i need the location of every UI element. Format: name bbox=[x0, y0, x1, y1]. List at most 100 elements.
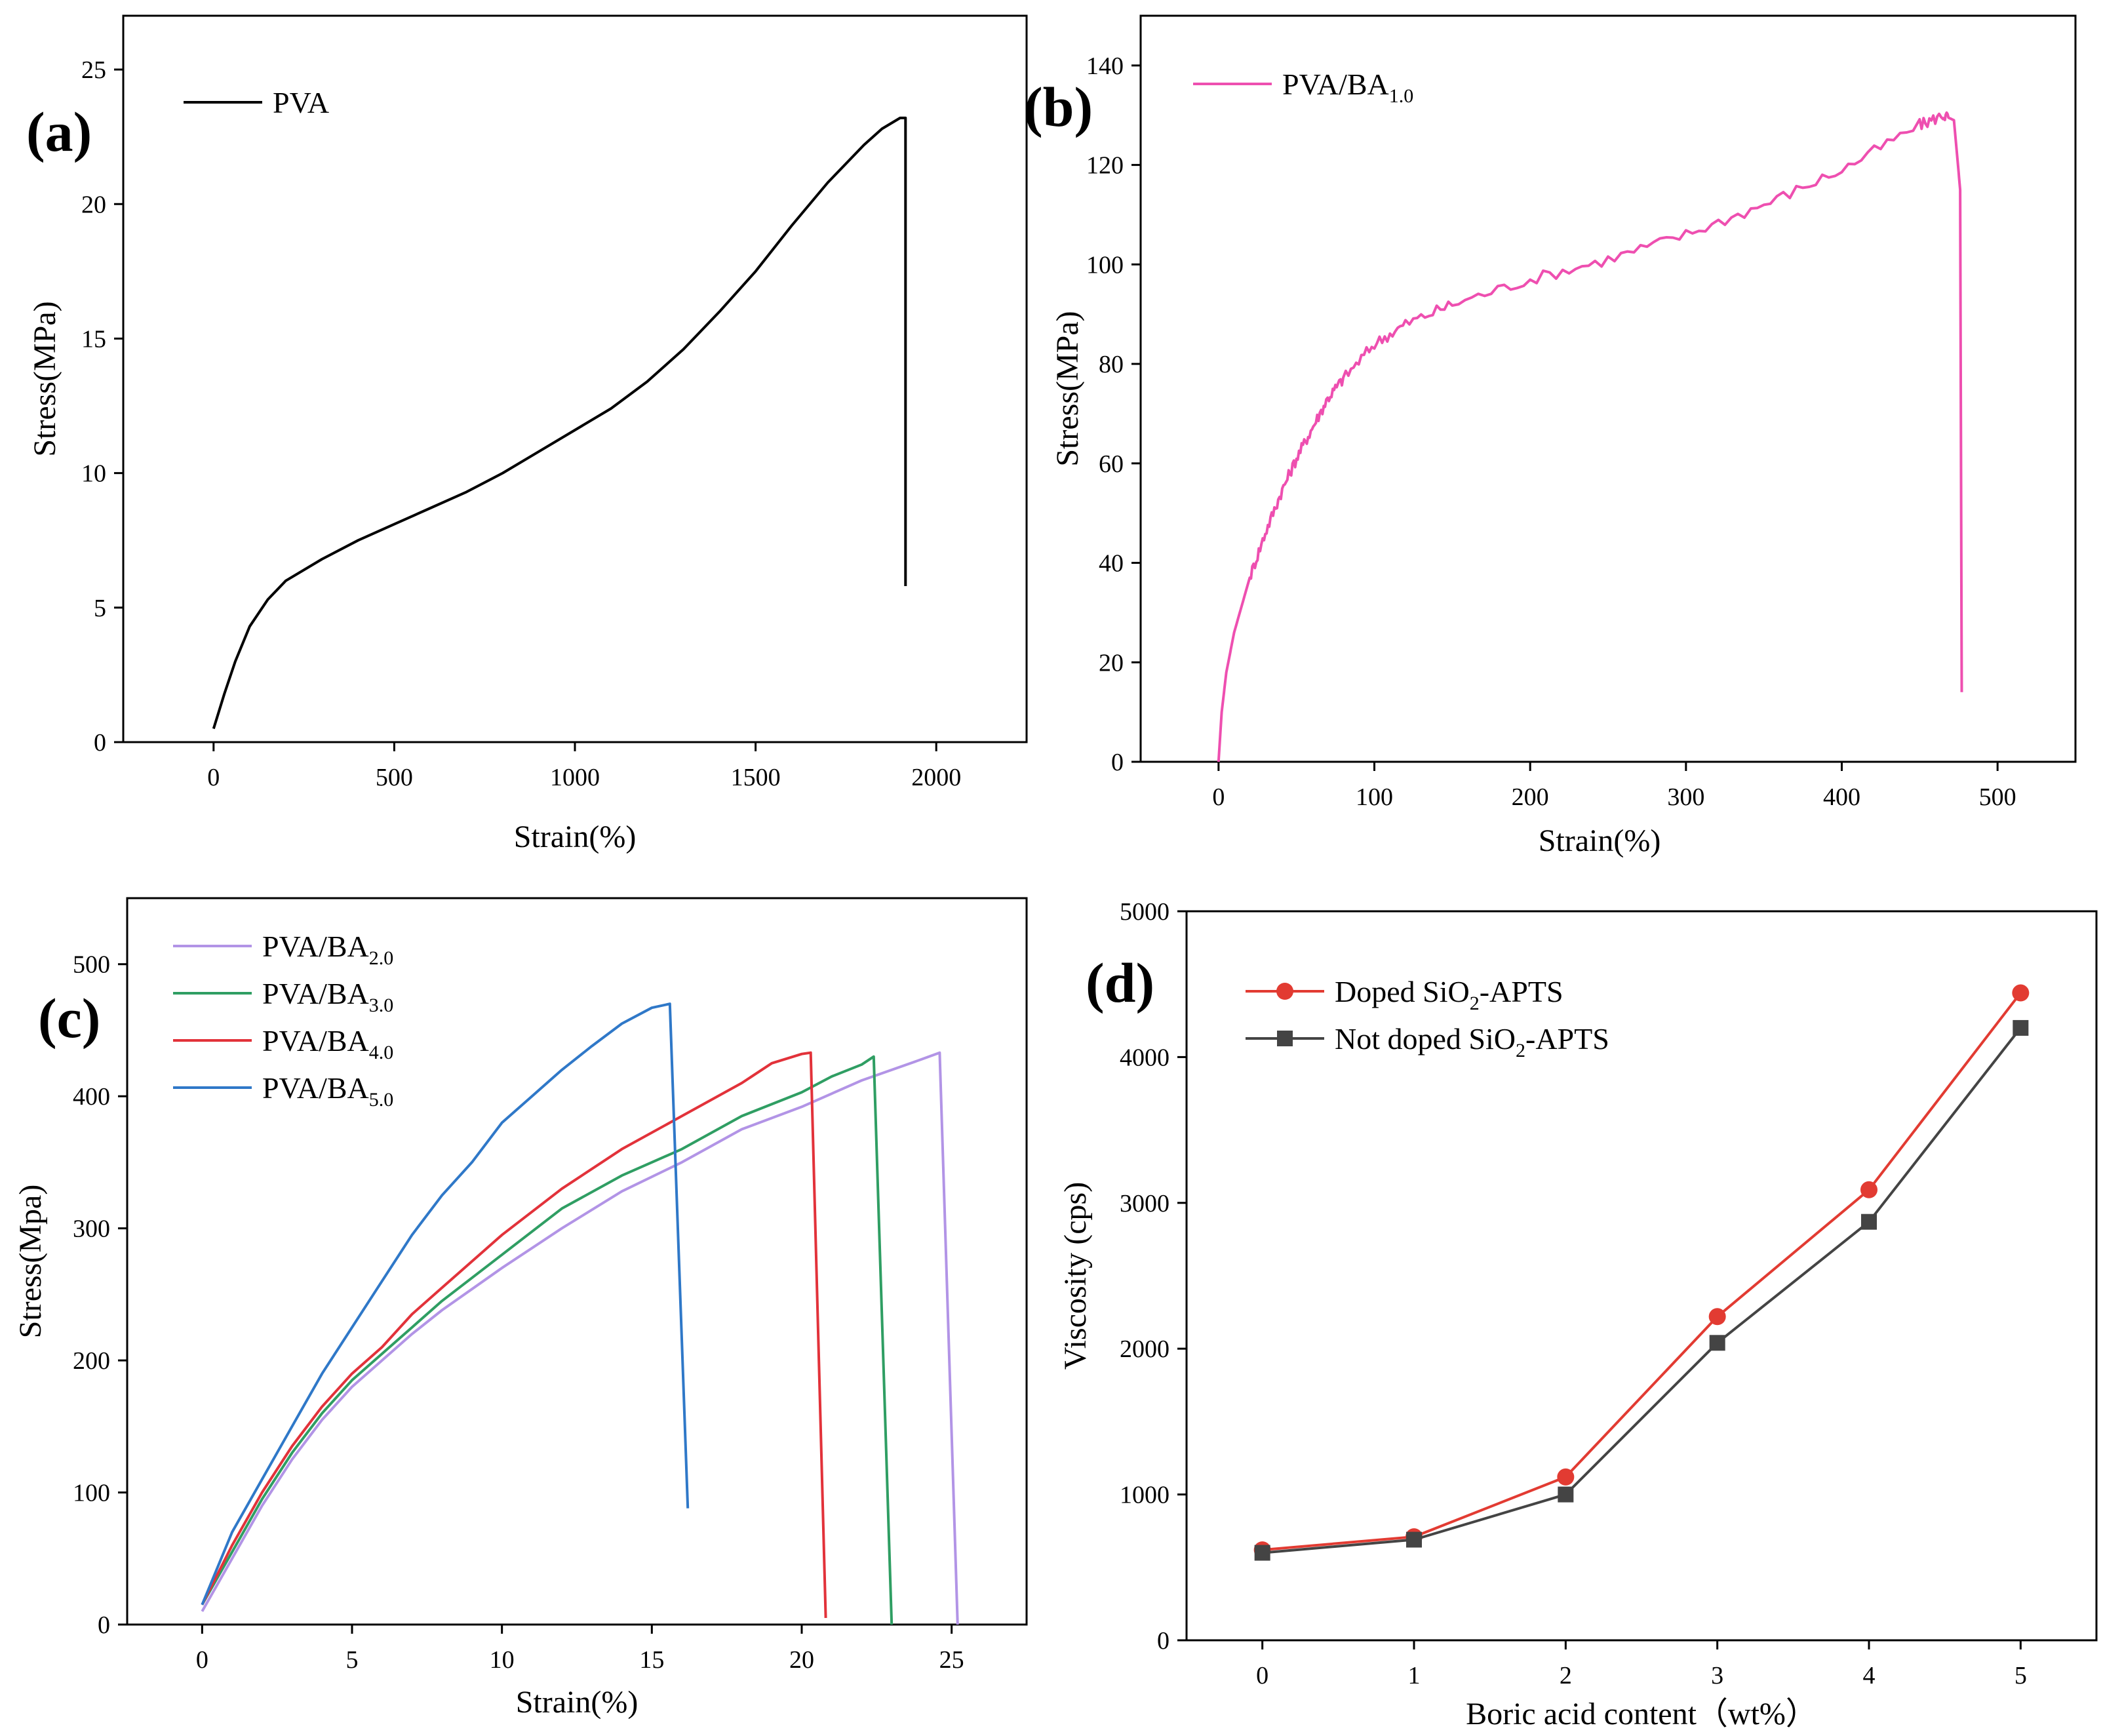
data-point-square bbox=[2013, 1019, 2029, 1036]
data-series bbox=[1217, 111, 1963, 762]
data-series bbox=[201, 1002, 959, 1625]
legend: PVA bbox=[184, 86, 329, 119]
y-tick-label: 20 bbox=[81, 191, 106, 218]
legend-label-subscript: 2.0 bbox=[369, 947, 394, 969]
data-point-square bbox=[1861, 1213, 1877, 1230]
series-line bbox=[201, 1002, 690, 1606]
y-tick-label: 100 bbox=[1086, 251, 1124, 279]
y-tick-label: 5000 bbox=[1120, 898, 1169, 926]
y-tick-label: 4000 bbox=[1120, 1044, 1169, 1071]
legend-label-subscript: 5.0 bbox=[369, 1089, 394, 1111]
y-tick-label: 400 bbox=[73, 1083, 110, 1111]
y-tick-label: 20 bbox=[1099, 649, 1124, 677]
legend-label-tail: -APTS bbox=[1525, 1022, 1609, 1055]
axis-ticks: 0 1 2 3 4 5 0 1000 2000 3000 4000 5000 bbox=[1120, 898, 2027, 1689]
y-axis-title: Stress(MPa) bbox=[28, 301, 62, 456]
plot-frame bbox=[1185, 910, 2098, 1642]
legend-label-main: PVA/BA bbox=[262, 1071, 369, 1105]
x-tick-label: 0 bbox=[196, 1646, 208, 1674]
panel-b-pva-ba1-stress-strain: 0 100 200 300 400 500 0 20 40 60 80 100 120 140 PVA/B… bbox=[1024, 14, 2077, 858]
legend-label: PVA/BA2.0 bbox=[262, 930, 393, 969]
y-tick-label: 2000 bbox=[1120, 1335, 1169, 1363]
x-tick-label: 4 bbox=[1863, 1662, 1876, 1689]
data-point-square bbox=[1254, 1545, 1270, 1561]
x-tick-label: 100 bbox=[1356, 783, 1393, 811]
data-point-circle bbox=[2012, 984, 2030, 1002]
x-tick-label: 5 bbox=[346, 1646, 359, 1674]
x-axis-title: Strain(%) bbox=[514, 819, 637, 854]
legend-label-main: PVA/BA bbox=[1282, 68, 1389, 101]
y-tick-label: 140 bbox=[1086, 52, 1124, 80]
data-point-circle bbox=[1557, 1468, 1575, 1486]
y-axis-title: Stress(MPa) bbox=[1050, 311, 1085, 466]
y-tick-label: 1000 bbox=[1120, 1482, 1169, 1509]
legend-label-subscript: 2 bbox=[1470, 993, 1480, 1014]
y-tick-label: 60 bbox=[1099, 450, 1124, 478]
legend-label: PVA/BA4.0 bbox=[262, 1024, 393, 1063]
y-tick-label: 0 bbox=[94, 729, 106, 757]
x-tick-label: 10 bbox=[490, 1646, 515, 1674]
x-tick-label: 25 bbox=[939, 1646, 964, 1674]
axis-ticks: 0 5 10 15 20 25 0 100 200 300 400 500 bbox=[73, 951, 964, 1674]
legend-label-main: PVA/BA bbox=[262, 1024, 369, 1057]
x-tick-label: 1 bbox=[1408, 1662, 1421, 1689]
y-tick-label: 80 bbox=[1099, 351, 1124, 378]
x-tick-label: 2000 bbox=[911, 764, 961, 791]
y-tick-label: 300 bbox=[73, 1215, 110, 1243]
x-tick-label: 0 bbox=[207, 764, 220, 791]
legend-label-main: PVA/BA bbox=[262, 977, 369, 1010]
y-tick-label: 3000 bbox=[1120, 1190, 1169, 1217]
legend-label: Doped SiO2-APTS bbox=[1335, 975, 1563, 1014]
data-point-square bbox=[1406, 1531, 1422, 1548]
x-tick-label: 1500 bbox=[731, 764, 781, 791]
x-axis-title: Boric acid content（wt%） bbox=[1466, 1697, 1817, 1731]
y-tick-label: 500 bbox=[73, 951, 110, 979]
data-series bbox=[1253, 984, 2030, 1561]
data-point-circle bbox=[1860, 1181, 1877, 1198]
y-tick-label: 5 bbox=[94, 595, 106, 622]
data-point-circle bbox=[1708, 1308, 1726, 1326]
panel-a-pva-stress-strain: 0 500 1000 1500 2000 0 5 10 15 20 25 PVA Strain(%)… bbox=[26, 14, 1028, 854]
axis-ticks: 0 500 1000 1500 2000 0 5 10 15 20 25 bbox=[81, 56, 961, 791]
y-tick-label: 0 bbox=[98, 1611, 110, 1639]
legend-marker bbox=[1277, 1031, 1293, 1046]
x-tick-label: 300 bbox=[1667, 783, 1704, 811]
data-point-square bbox=[1709, 1335, 1725, 1351]
legend-label: PVA bbox=[273, 86, 329, 119]
legend-label-subscript: 1.0 bbox=[1389, 85, 1414, 107]
x-tick-label: 15 bbox=[639, 1646, 664, 1674]
legend-label-tail: -APTS bbox=[1480, 975, 1563, 1008]
y-tick-label: 200 bbox=[73, 1347, 110, 1375]
plot-frame bbox=[126, 897, 1028, 1626]
x-tick-label: 0 bbox=[1212, 783, 1225, 811]
x-tick-label: 1000 bbox=[550, 764, 600, 791]
legend-label: PVA/BA1.0 bbox=[1282, 68, 1413, 107]
panel-label: (c) bbox=[38, 987, 100, 1050]
y-tick-label: 100 bbox=[73, 1480, 110, 1507]
series-line bbox=[201, 1051, 827, 1618]
series-line bbox=[1262, 1027, 2022, 1554]
x-axis-title: Strain(%) bbox=[1539, 823, 1661, 858]
legend-label-main: PVA/BA bbox=[262, 930, 369, 963]
legend-label: PVA/BA5.0 bbox=[262, 1071, 393, 1111]
data-point-square bbox=[1558, 1486, 1574, 1503]
x-tick-label: 200 bbox=[1512, 783, 1549, 811]
y-axis-title: Stress(Mpa) bbox=[13, 1185, 48, 1339]
legend-label-subscript: 3.0 bbox=[369, 995, 394, 1016]
y-tick-label: 25 bbox=[81, 56, 106, 84]
legend-label-subscript: 4.0 bbox=[369, 1042, 394, 1063]
legend: PVA/BA1.0 bbox=[1193, 68, 1413, 107]
y-tick-label: 40 bbox=[1099, 550, 1124, 578]
x-tick-label: 0 bbox=[1256, 1662, 1268, 1689]
x-tick-label: 5 bbox=[2015, 1662, 2027, 1689]
x-tick-label: 3 bbox=[1711, 1662, 1723, 1689]
panel-label: (d) bbox=[1086, 951, 1154, 1014]
x-tick-label: 400 bbox=[1823, 783, 1860, 811]
legend-label-subscript: 2 bbox=[1516, 1040, 1525, 1061]
x-tick-label: 500 bbox=[376, 764, 413, 791]
y-tick-label: 15 bbox=[81, 325, 106, 353]
